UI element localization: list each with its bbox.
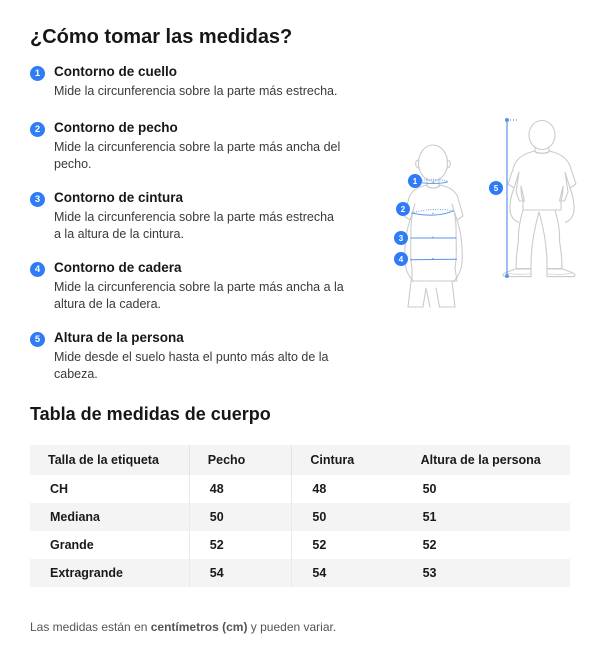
svg-text:3: 3 xyxy=(399,234,404,243)
svg-text:1: 1 xyxy=(413,177,418,186)
svg-text:4: 4 xyxy=(399,255,404,264)
svg-text:2: 2 xyxy=(401,205,406,214)
svg-text:5: 5 xyxy=(494,184,499,193)
